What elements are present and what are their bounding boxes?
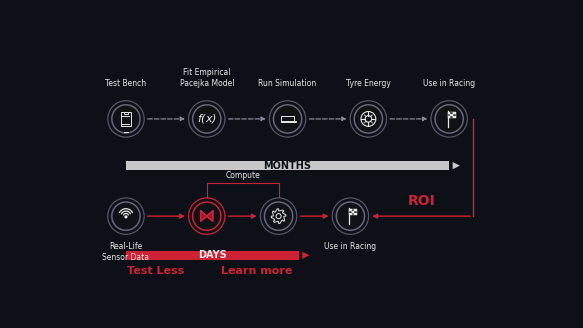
Bar: [354, 211, 357, 213]
FancyBboxPatch shape: [124, 112, 128, 114]
Circle shape: [276, 214, 281, 219]
Bar: [450, 114, 453, 116]
Text: MONTHS: MONTHS: [264, 161, 311, 171]
Bar: [448, 116, 450, 118]
Polygon shape: [271, 209, 286, 223]
Circle shape: [188, 198, 225, 234]
Bar: [453, 114, 455, 116]
Circle shape: [431, 101, 468, 137]
Circle shape: [350, 101, 387, 137]
Bar: [352, 211, 354, 213]
Circle shape: [261, 198, 297, 234]
Circle shape: [332, 198, 368, 234]
Bar: [450, 116, 453, 118]
FancyBboxPatch shape: [281, 121, 296, 122]
Text: ROI: ROI: [408, 194, 435, 208]
Circle shape: [108, 101, 144, 137]
Text: Learn more: Learn more: [222, 266, 293, 276]
Circle shape: [265, 202, 293, 230]
Circle shape: [273, 105, 302, 133]
Text: Real-Life
Sensor Data: Real-Life Sensor Data: [103, 242, 149, 262]
Bar: [349, 213, 352, 215]
Text: $f$($x$): $f$($x$): [196, 113, 217, 125]
Bar: [448, 114, 450, 116]
Text: Run Simulation: Run Simulation: [258, 79, 317, 88]
Text: Tyre Energy: Tyre Energy: [346, 79, 391, 88]
Bar: [453, 112, 455, 114]
Circle shape: [112, 202, 140, 230]
FancyBboxPatch shape: [282, 116, 294, 122]
Circle shape: [361, 112, 376, 126]
Text: Use in Racing: Use in Racing: [324, 242, 377, 251]
Polygon shape: [201, 211, 207, 221]
Bar: [448, 112, 450, 114]
Circle shape: [365, 116, 371, 122]
Text: Compute: Compute: [225, 171, 260, 180]
Bar: [354, 213, 357, 215]
Circle shape: [192, 105, 221, 133]
Polygon shape: [207, 211, 213, 221]
Circle shape: [108, 198, 144, 234]
Circle shape: [354, 105, 382, 133]
Text: Use in Racing: Use in Racing: [423, 79, 475, 88]
Bar: [453, 116, 455, 118]
FancyBboxPatch shape: [121, 112, 131, 126]
Circle shape: [125, 216, 127, 218]
Text: Test Bench: Test Bench: [106, 79, 146, 88]
Bar: [352, 213, 354, 215]
Circle shape: [192, 202, 221, 230]
Circle shape: [435, 105, 463, 133]
FancyBboxPatch shape: [126, 251, 299, 260]
Text: DAYS: DAYS: [198, 250, 227, 260]
Bar: [349, 211, 352, 213]
Circle shape: [269, 101, 305, 137]
FancyBboxPatch shape: [126, 161, 449, 171]
Text: Test Less: Test Less: [127, 266, 184, 276]
Text: Fit Empirical
Pacejka Model: Fit Empirical Pacejka Model: [180, 68, 234, 88]
Bar: [349, 209, 352, 211]
Circle shape: [188, 101, 225, 137]
Bar: [450, 112, 453, 114]
Bar: [354, 209, 357, 211]
Circle shape: [112, 105, 140, 133]
Circle shape: [336, 202, 364, 230]
Bar: [352, 209, 354, 211]
